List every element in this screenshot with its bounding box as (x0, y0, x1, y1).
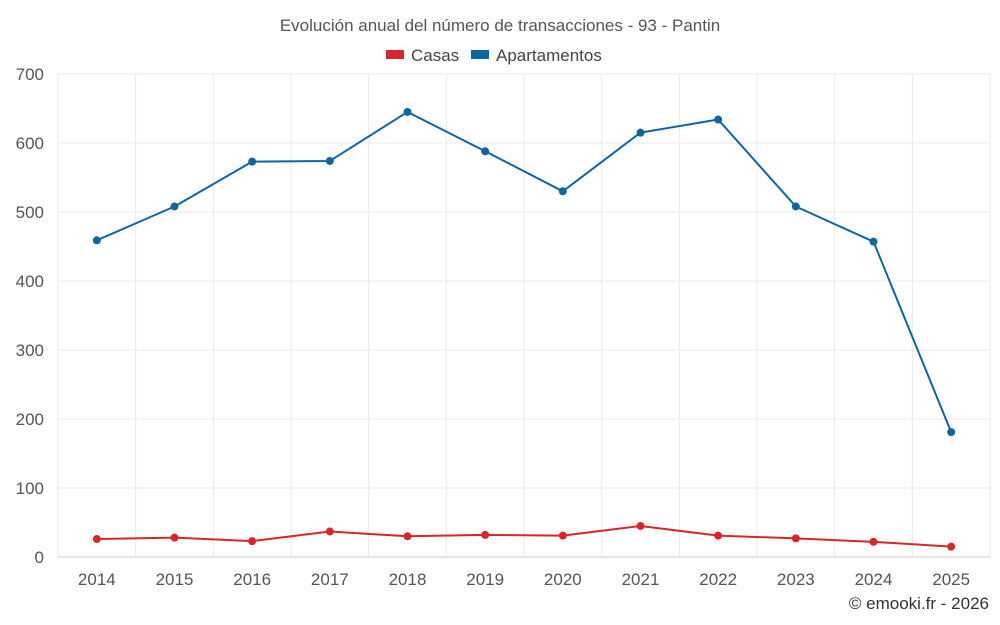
legend[interactable]: Casas Apartamentos (386, 46, 602, 65)
legend-label-casas: Casas (411, 46, 459, 65)
data-point-apartamentos[interactable] (869, 237, 878, 246)
x-tick-label: 2015 (156, 570, 194, 589)
data-point-apartamentos[interactable] (636, 128, 645, 137)
data-point-apartamentos[interactable] (714, 115, 723, 124)
y-tick-label: 300 (16, 341, 44, 360)
data-point-apartamentos[interactable] (92, 236, 101, 245)
data-point-apartamentos[interactable] (170, 202, 179, 211)
data-point-casas[interactable] (248, 537, 257, 546)
data-point-apartamentos[interactable] (558, 187, 567, 196)
data-point-casas[interactable] (558, 531, 567, 540)
legend-swatch-casas (386, 50, 404, 59)
legend-item-apartamentos[interactable]: Apartamentos (471, 46, 602, 65)
y-tick-label: 400 (16, 272, 44, 291)
data-point-casas[interactable] (170, 533, 179, 542)
y-tick-label: 100 (16, 479, 44, 498)
legend-item-casas[interactable]: Casas (386, 46, 459, 65)
x-tick-label: 2016 (233, 570, 271, 589)
y-axis-ticks: 0 100 200 300 400 500 600 700 (16, 65, 44, 567)
data-point-casas[interactable] (636, 521, 645, 530)
series (92, 107, 956, 551)
x-tick-label: 2018 (389, 570, 427, 589)
data-point-casas[interactable] (403, 532, 412, 541)
y-tick-label: 600 (16, 134, 44, 153)
credit-text: © emooki.fr - 2026 (849, 594, 989, 613)
data-point-casas[interactable] (481, 530, 490, 539)
data-point-casas[interactable] (92, 535, 101, 544)
x-tick-label: 2017 (311, 570, 349, 589)
y-tick-label: 200 (16, 410, 44, 429)
data-point-casas[interactable] (791, 534, 800, 543)
legend-label-apartamentos: Apartamentos (496, 46, 602, 65)
x-tick-label: 2022 (699, 570, 737, 589)
x-tick-label: 2023 (777, 570, 815, 589)
data-point-casas[interactable] (325, 527, 334, 536)
series-line-apartamentos (96, 110, 953, 433)
x-tick-label: 2019 (466, 570, 504, 589)
data-point-apartamentos[interactable] (791, 202, 800, 211)
data-point-apartamentos[interactable] (325, 156, 334, 165)
data-point-casas[interactable] (869, 537, 878, 546)
y-tick-label: 500 (16, 203, 44, 222)
data-point-apartamentos[interactable] (481, 147, 490, 156)
data-point-apartamentos[interactable] (403, 107, 412, 116)
x-tick-label: 2014 (78, 570, 116, 589)
data-point-apartamentos[interactable] (947, 428, 956, 437)
data-point-casas[interactable] (714, 531, 723, 540)
x-tick-label: 2024 (855, 570, 893, 589)
y-tick-label: 700 (16, 65, 44, 84)
y-tick-label: 0 (35, 548, 44, 567)
legend-swatch-apartamentos (471, 50, 489, 59)
chart-title: Evolución anual del número de transaccio… (280, 16, 720, 35)
x-axis-ticks: 2014 2015 2016 2017 2018 2019 2020 2021 2022 2023… (78, 570, 970, 589)
grid (57, 73, 991, 558)
x-tick-label: 2020 (544, 570, 582, 589)
data-point-apartamentos[interactable] (248, 157, 257, 166)
x-tick-label: 2025 (932, 570, 970, 589)
data-point-casas[interactable] (947, 542, 956, 551)
x-tick-label: 2021 (622, 570, 660, 589)
series-line-casas (96, 524, 952, 548)
